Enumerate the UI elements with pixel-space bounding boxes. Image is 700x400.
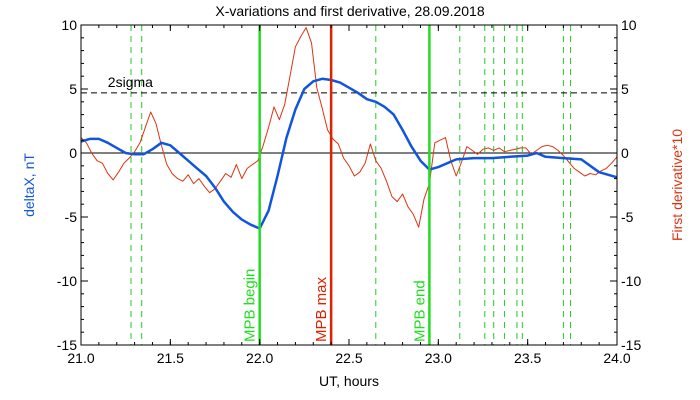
event-marker-label: MPB begin bbox=[242, 269, 259, 342]
y-axis-ticks: -15 -10 -5 0 5 10 bbox=[57, 17, 88, 353]
y-tick-label: -10 bbox=[57, 273, 77, 289]
dashed-verticals bbox=[130, 25, 572, 345]
y-axis-label: deltaX, nT bbox=[21, 153, 37, 217]
reference-lines: 2sigma bbox=[81, 74, 617, 154]
y2-tick-label: -5 bbox=[621, 209, 634, 225]
derivative-line bbox=[80, 27, 618, 228]
y2-axis-ticks: -15 -10 -5 0 5 10 bbox=[610, 17, 641, 353]
threshold-label: 2sigma bbox=[108, 74, 153, 90]
x-tick-label: 23.0 bbox=[425, 350, 452, 366]
y-tick-label: 0 bbox=[69, 145, 77, 161]
x-tick-label: 24.0 bbox=[603, 350, 630, 366]
event-markers: MPB begin MPB max MPB end bbox=[242, 25, 431, 345]
x-tick-label: 21.5 bbox=[157, 350, 184, 366]
x-axis-label: UT, hours bbox=[319, 373, 379, 389]
chart-title: X-variations and first derivative, 28.09… bbox=[215, 3, 484, 19]
x-tick-label: 22.5 bbox=[335, 350, 362, 366]
y2-tick-label: 0 bbox=[621, 145, 629, 161]
event-marker-label: MPB end bbox=[411, 280, 428, 342]
y-tick-label: -5 bbox=[65, 209, 78, 225]
plot-frame bbox=[80, 24, 618, 346]
series-layer bbox=[80, 27, 618, 230]
x-tick-label: 22.0 bbox=[246, 350, 273, 366]
y2-axis-label: First derivative*10 bbox=[669, 129, 685, 241]
event-marker-label: MPB max bbox=[313, 276, 330, 342]
x-tick-label: 23.5 bbox=[514, 350, 541, 366]
y-tick-label: 5 bbox=[69, 81, 77, 97]
y-tick-label: -15 bbox=[57, 337, 77, 353]
y-tick-label: 10 bbox=[61, 17, 77, 33]
x-tick-label: 21.0 bbox=[67, 350, 94, 366]
y2-tick-label: -10 bbox=[621, 273, 641, 289]
y2-tick-label: 10 bbox=[621, 17, 637, 33]
y2-tick-label: -15 bbox=[621, 337, 641, 353]
y2-tick-label: 5 bbox=[621, 81, 629, 97]
x-axis-ticks: 21.0 21.5 22.0 22.5 23.0 23.5 24.0 bbox=[67, 25, 631, 366]
deltaX-line bbox=[80, 77, 618, 230]
